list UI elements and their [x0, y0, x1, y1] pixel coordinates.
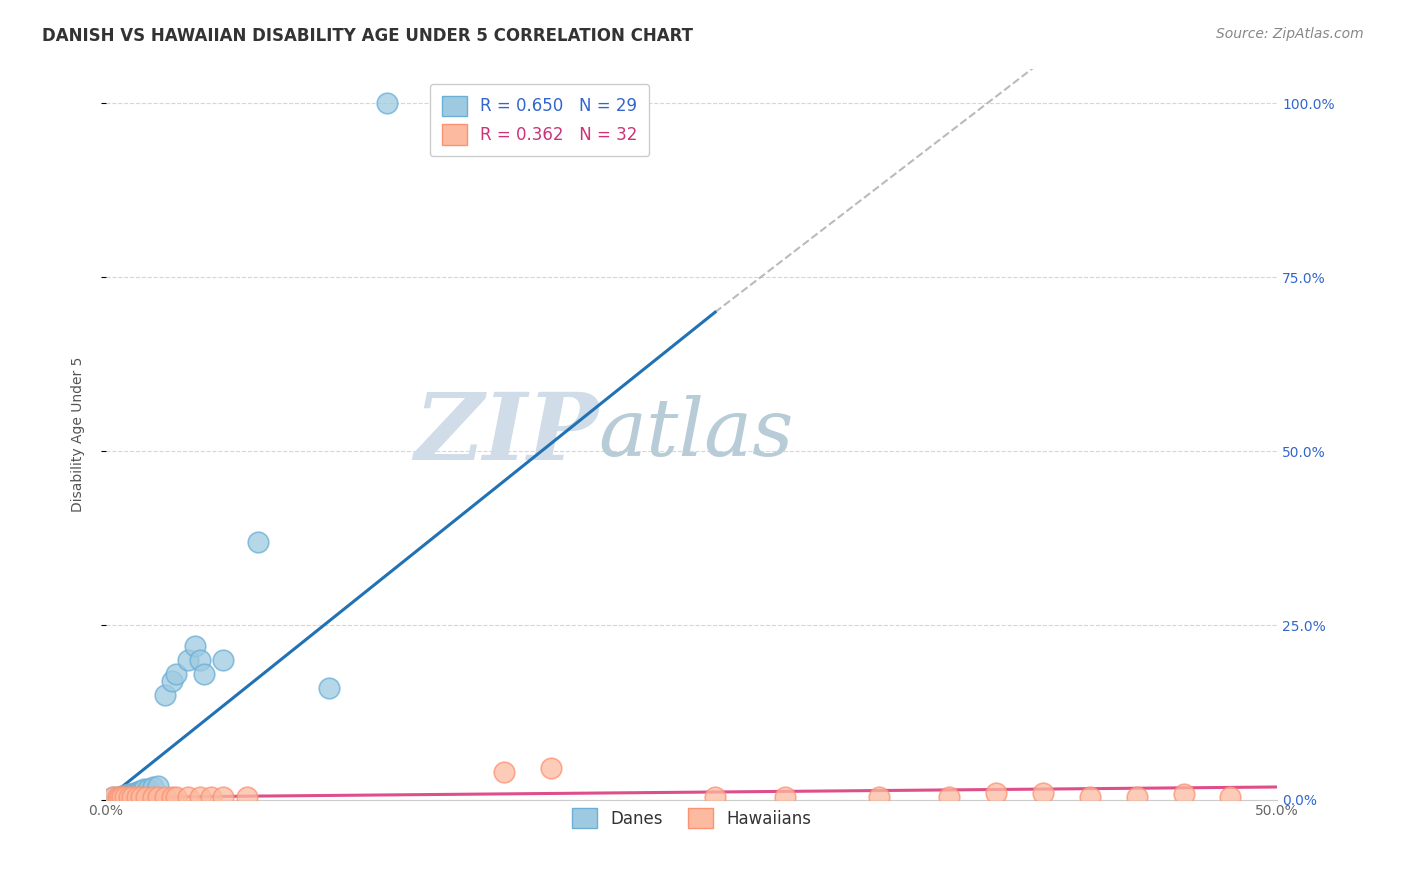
Point [111, 790, 134, 805]
Point [146, 779, 169, 793]
Point [114, 789, 136, 803]
Legend: Danes, Hawaiians: Danes, Hawaiians [565, 801, 818, 835]
Point [108, 790, 131, 805]
Point [129, 784, 152, 798]
Point [938, 790, 960, 805]
Point [212, 653, 235, 667]
Y-axis label: Disability Age Under 5: Disability Age Under 5 [72, 356, 86, 512]
Point [247, 535, 270, 549]
Point [165, 667, 187, 681]
Point [132, 782, 155, 797]
Point [118, 787, 141, 801]
Point [142, 790, 165, 805]
Point [212, 790, 235, 805]
Point [1078, 790, 1101, 805]
Point [375, 96, 398, 111]
Point [114, 789, 136, 803]
Point [1125, 790, 1147, 805]
Point [111, 789, 134, 803]
Point [184, 640, 207, 654]
Point [188, 790, 211, 805]
Point [200, 790, 222, 805]
Point [101, 790, 124, 805]
Text: atlas: atlas [598, 395, 793, 473]
Point [101, 790, 124, 805]
Point [125, 786, 148, 800]
Point [108, 789, 131, 804]
Point [318, 681, 340, 695]
Point [129, 790, 152, 805]
Point [118, 790, 141, 805]
Point [125, 790, 148, 805]
Point [1219, 790, 1241, 805]
Point [540, 761, 562, 775]
Text: DANISH VS HAWAIIAN DISABILITY AGE UNDER 5 CORRELATION CHART: DANISH VS HAWAIIAN DISABILITY AGE UNDER … [42, 27, 693, 45]
Point [177, 790, 200, 805]
Point [121, 790, 143, 805]
Point [775, 790, 797, 805]
Point [122, 786, 145, 800]
Point [136, 782, 159, 797]
Point [193, 667, 215, 681]
Point [986, 786, 1008, 800]
Point [107, 790, 129, 805]
Point [165, 790, 187, 805]
Point [868, 790, 890, 805]
Point [114, 790, 136, 805]
Point [160, 674, 183, 689]
Text: ZIP: ZIP [413, 389, 598, 479]
Point [235, 790, 257, 805]
Point [153, 790, 176, 805]
Point [146, 790, 169, 805]
Point [177, 653, 200, 667]
Point [121, 787, 143, 801]
Point [704, 790, 727, 805]
Point [107, 789, 129, 804]
Point [118, 788, 141, 802]
Point [188, 653, 211, 667]
Point [160, 790, 183, 805]
Text: Source: ZipAtlas.com: Source: ZipAtlas.com [1216, 27, 1364, 41]
Point [142, 780, 165, 794]
Point [115, 789, 138, 803]
Point [494, 764, 516, 779]
Point [128, 784, 150, 798]
Point [153, 688, 176, 702]
Point [135, 790, 157, 805]
Point [1173, 787, 1195, 801]
Point [1032, 786, 1054, 800]
